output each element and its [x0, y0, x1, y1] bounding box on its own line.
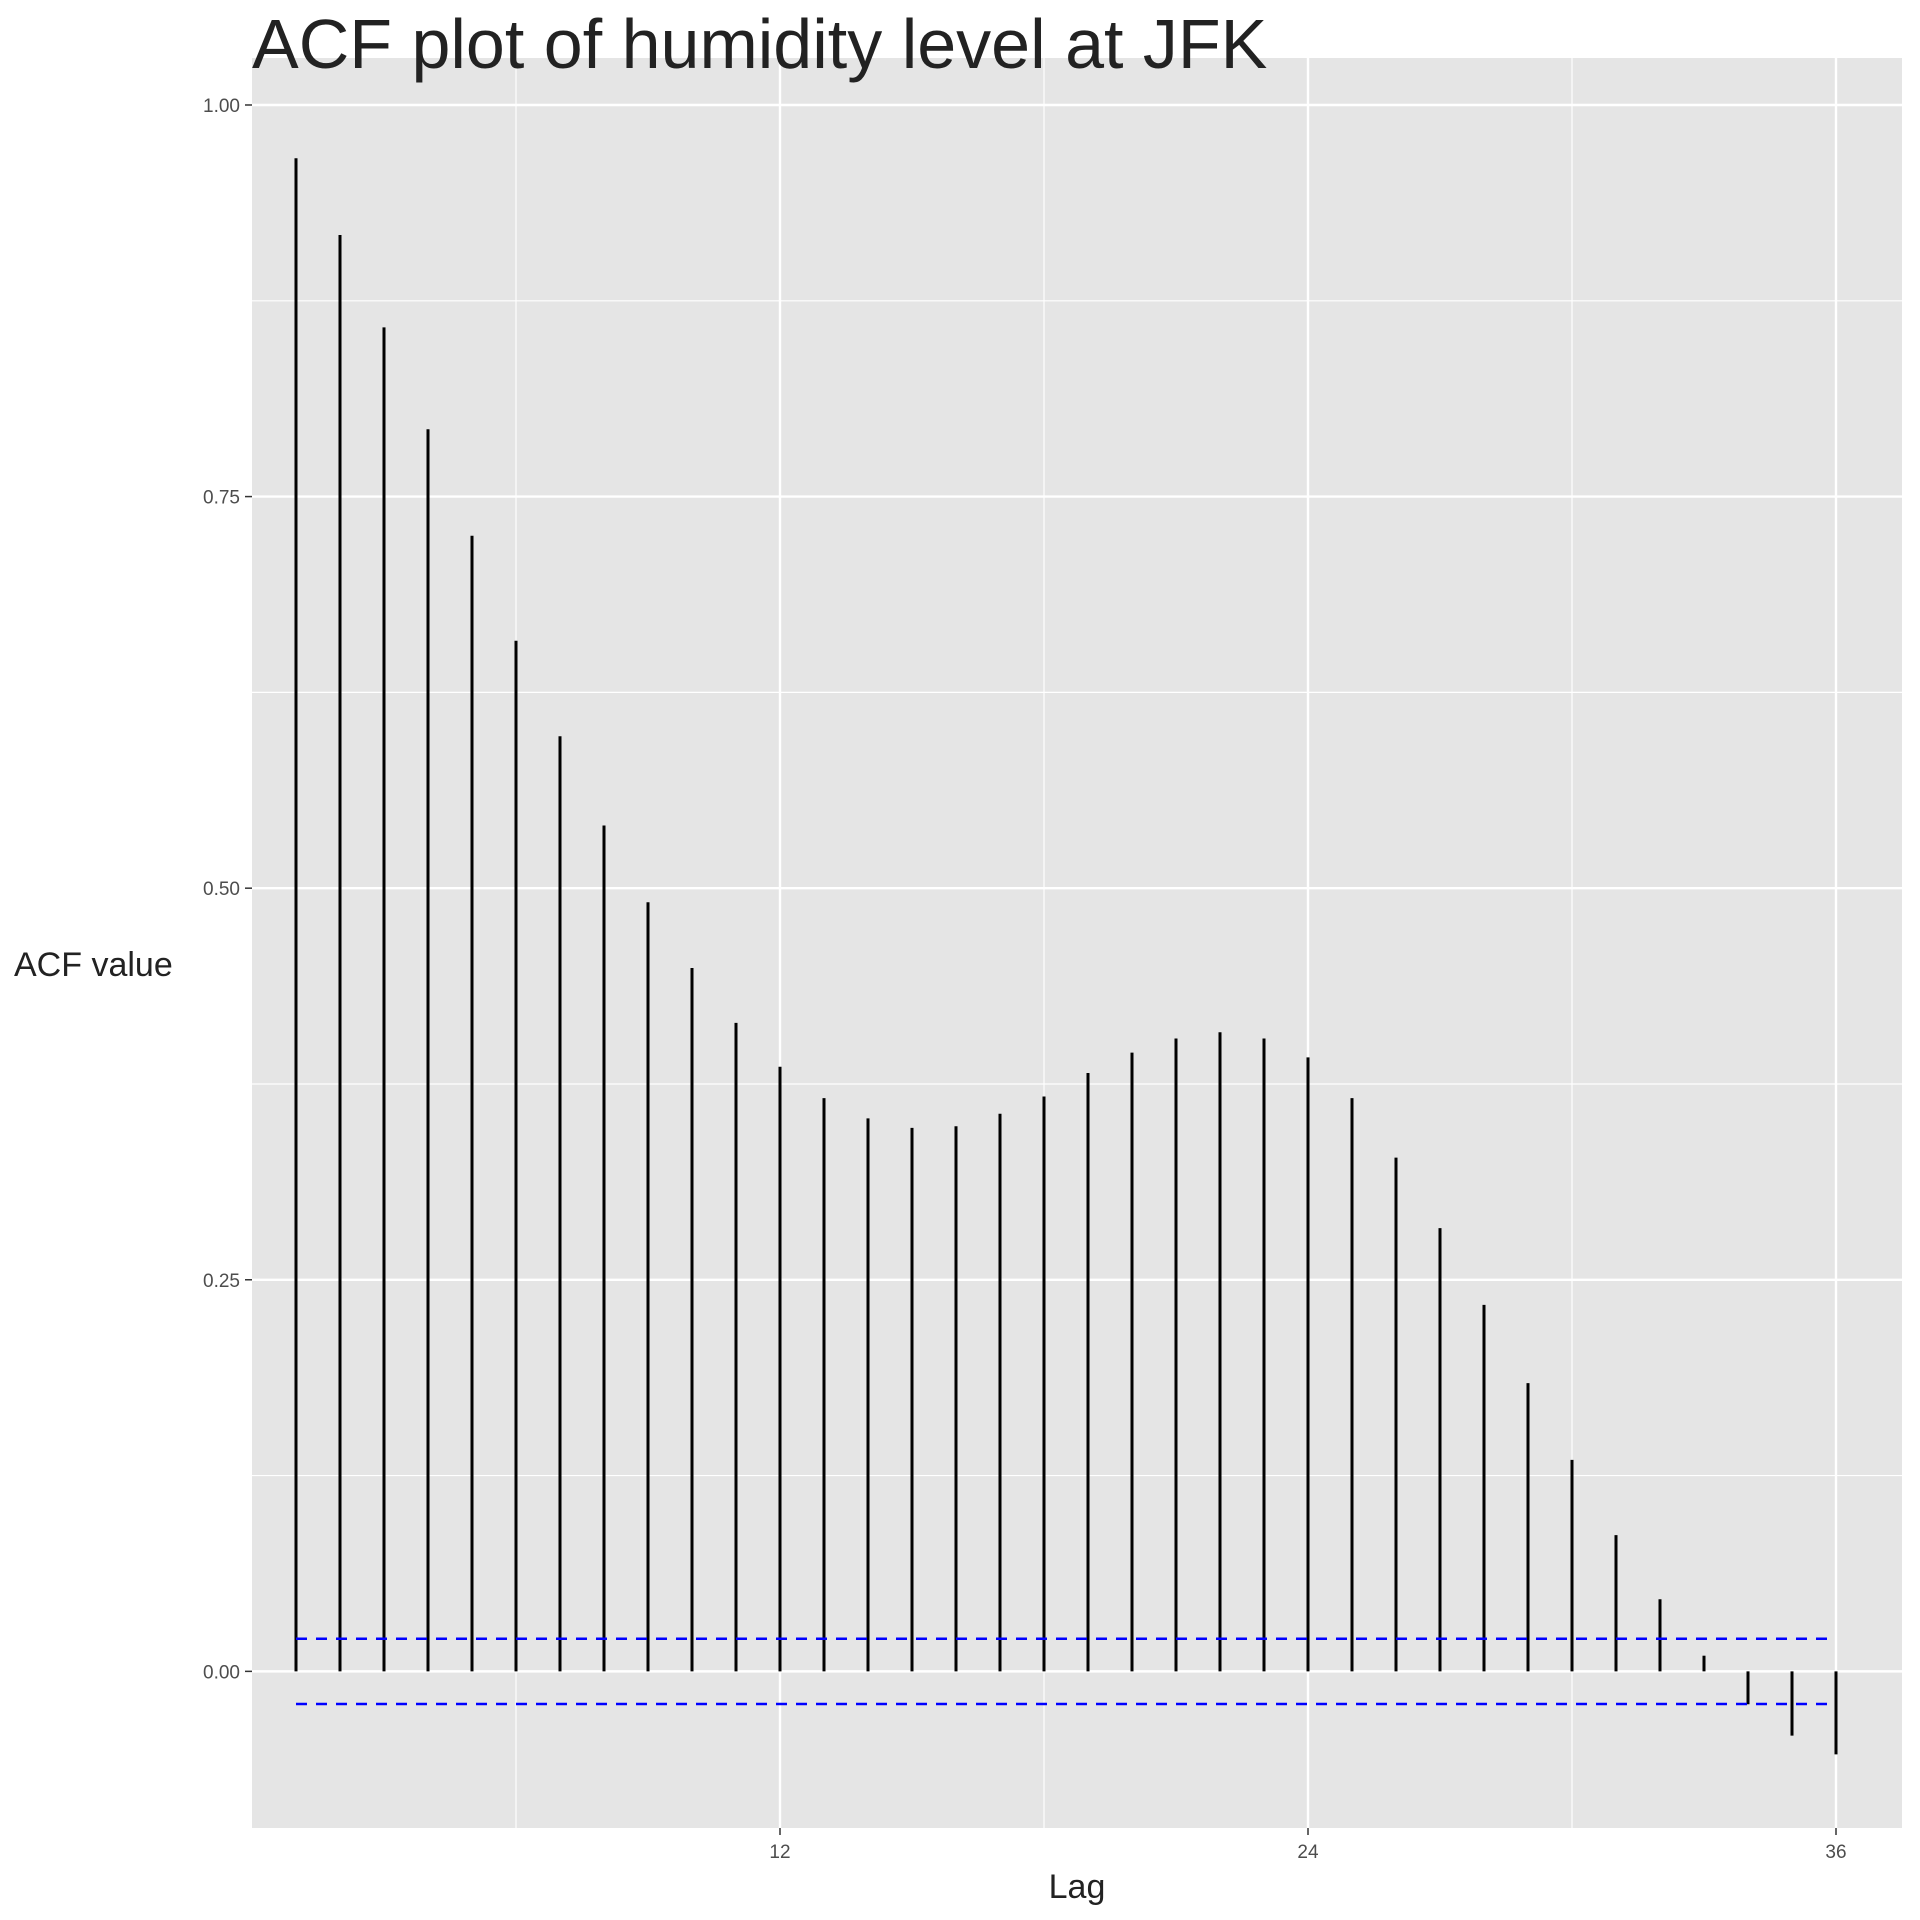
y-tick-label: 1.00	[203, 96, 240, 117]
plot-panel	[252, 58, 1902, 1828]
y-tick-label: 0.75	[203, 488, 240, 509]
confidence-band	[296, 1637, 1836, 1706]
y-tick-label: 0.50	[203, 879, 240, 900]
x-tick-label: 36	[1825, 1842, 1846, 1863]
x-axis-label: Lag	[1049, 1868, 1106, 1906]
y-tick-label: 0.00	[203, 1662, 240, 1683]
y-axis-label: ACF value	[14, 946, 173, 984]
acf-bars	[294, 158, 1838, 1755]
y-tick-label: 0.25	[203, 1271, 240, 1292]
x-axis: 12 24 36	[769, 1828, 1847, 1863]
chart-title: ACF plot of humidity level at JFK	[252, 5, 1267, 83]
x-tick-label: 12	[769, 1842, 790, 1863]
y-axis: 0.00 0.25 0.50 0.75 1.00	[203, 96, 252, 1683]
x-tick-label: 24	[1297, 1842, 1319, 1863]
